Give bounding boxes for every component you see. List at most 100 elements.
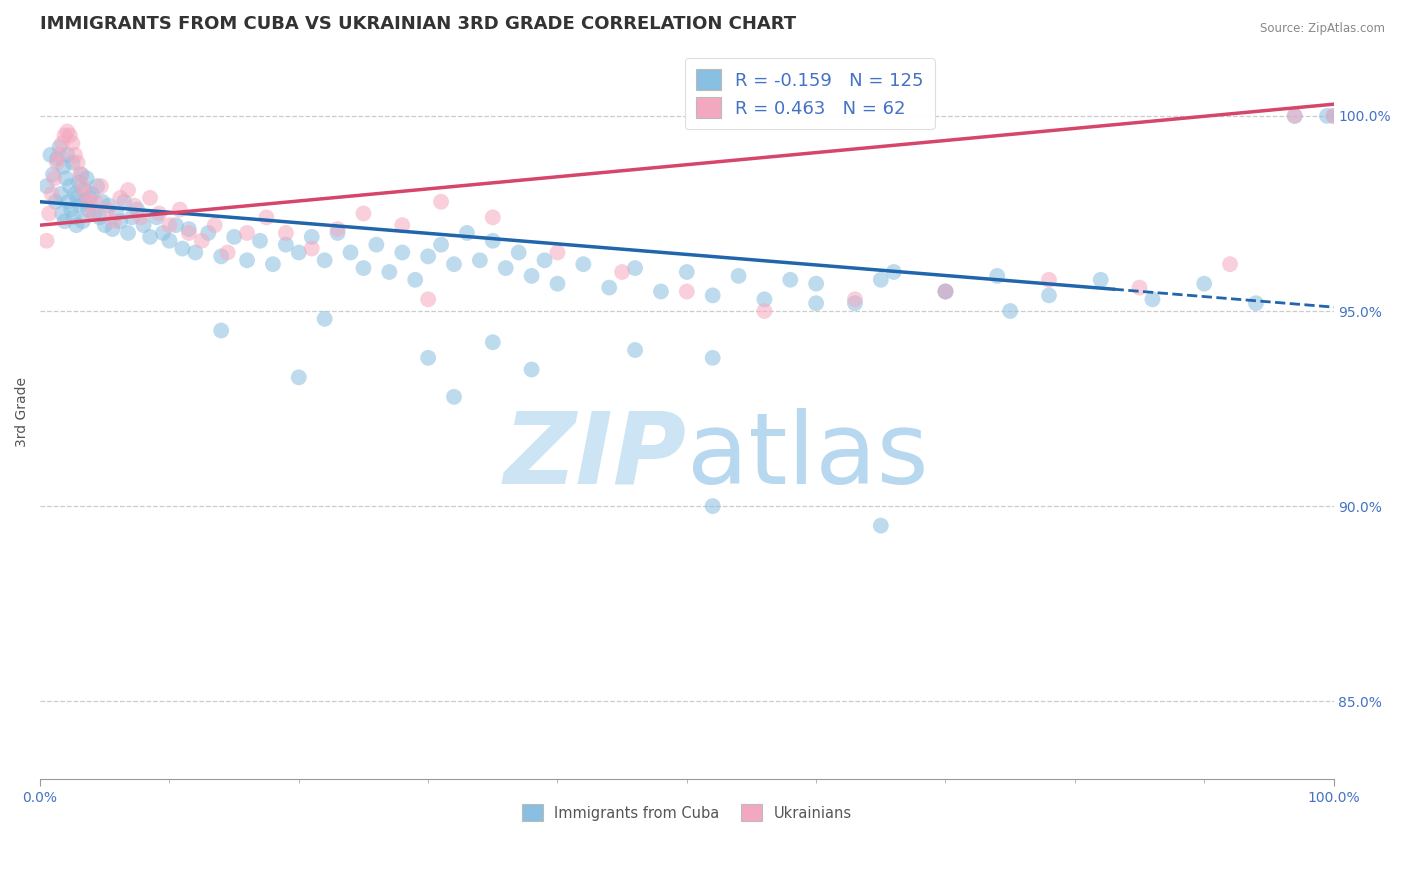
Point [934, 285, 956, 299]
Point [77, 191, 100, 205]
Point [1386, 109, 1406, 123]
Point [430, 194, 453, 209]
Point [159, 218, 181, 232]
Point [73, 183, 96, 197]
Point [1336, 109, 1358, 123]
Point [326, 226, 349, 240]
Point [84, 194, 107, 209]
Point [177, 222, 200, 236]
Point [495, 261, 517, 276]
Point [869, 518, 891, 533]
Point [53, 128, 76, 143]
Point [1336, 109, 1358, 123]
Point [675, 285, 697, 299]
Point [391, 218, 413, 232]
Point [779, 273, 801, 287]
Point [481, 234, 503, 248]
Point [1244, 296, 1267, 310]
Point [1374, 109, 1396, 123]
Point [650, 285, 672, 299]
Point [274, 226, 297, 240]
Point [727, 268, 749, 283]
Point [129, 211, 152, 225]
Point [169, 202, 191, 217]
Point [41, 186, 63, 201]
Point [546, 277, 568, 291]
Point [148, 206, 170, 220]
Point [702, 499, 724, 513]
Point [112, 194, 135, 209]
Point [75, 194, 97, 209]
Point [456, 226, 478, 240]
Point [986, 268, 1008, 283]
Point [62, 136, 84, 151]
Point [52, 160, 75, 174]
Point [754, 293, 776, 307]
Point [391, 245, 413, 260]
Point [38, 206, 60, 220]
Point [145, 211, 167, 225]
Point [124, 199, 146, 213]
Point [443, 257, 465, 271]
Point [1361, 109, 1384, 123]
Point [804, 277, 827, 291]
Point [844, 296, 866, 310]
Point [572, 257, 595, 271]
Point [754, 304, 776, 318]
Point [353, 261, 375, 276]
Point [42, 168, 65, 182]
Point [60, 202, 83, 217]
Point [675, 265, 697, 279]
Point [224, 230, 246, 244]
Text: ZIP: ZIP [503, 408, 686, 505]
Point [598, 280, 620, 294]
Point [65, 218, 87, 232]
Point [69, 199, 91, 213]
Text: Source: ZipAtlas.com: Source: ZipAtlas.com [1260, 22, 1385, 36]
Point [45, 152, 67, 166]
Point [520, 268, 543, 283]
Point [35, 234, 58, 248]
Point [1192, 277, 1215, 291]
Point [139, 191, 162, 205]
Point [80, 206, 103, 220]
Point [152, 226, 174, 240]
Point [1341, 109, 1364, 123]
Point [44, 171, 66, 186]
Point [481, 211, 503, 225]
Point [262, 257, 284, 271]
Point [165, 218, 187, 232]
Point [844, 293, 866, 307]
Point [301, 242, 323, 256]
Point [184, 245, 207, 260]
Point [481, 335, 503, 350]
Point [418, 293, 440, 307]
Point [624, 343, 647, 357]
Point [66, 155, 89, 169]
Point [48, 148, 70, 162]
Point [117, 183, 139, 197]
Y-axis label: 3rd Grade: 3rd Grade [15, 377, 30, 448]
Point [1219, 257, 1241, 271]
Point [53, 214, 76, 228]
Point [418, 351, 440, 365]
Point [56, 124, 79, 138]
Point [1038, 288, 1060, 302]
Legend: Immigrants from Cuba, Ukrainians: Immigrants from Cuba, Ukrainians [516, 798, 858, 827]
Point [70, 168, 93, 182]
Point [217, 245, 239, 260]
Point [314, 311, 336, 326]
Point [94, 218, 117, 232]
Point [204, 218, 226, 232]
Point [274, 237, 297, 252]
Point [56, 148, 79, 162]
Point [430, 237, 453, 252]
Text: atlas: atlas [686, 408, 928, 505]
Point [1090, 273, 1112, 287]
Point [76, 171, 98, 186]
Point [804, 296, 827, 310]
Point [45, 155, 67, 169]
Point [197, 226, 219, 240]
Text: IMMIGRANTS FROM CUBA VS UKRAINIAN 3RD GRADE CORRELATION CHART: IMMIGRANTS FROM CUBA VS UKRAINIAN 3RD GR… [41, 15, 796, 33]
Point [256, 211, 278, 225]
